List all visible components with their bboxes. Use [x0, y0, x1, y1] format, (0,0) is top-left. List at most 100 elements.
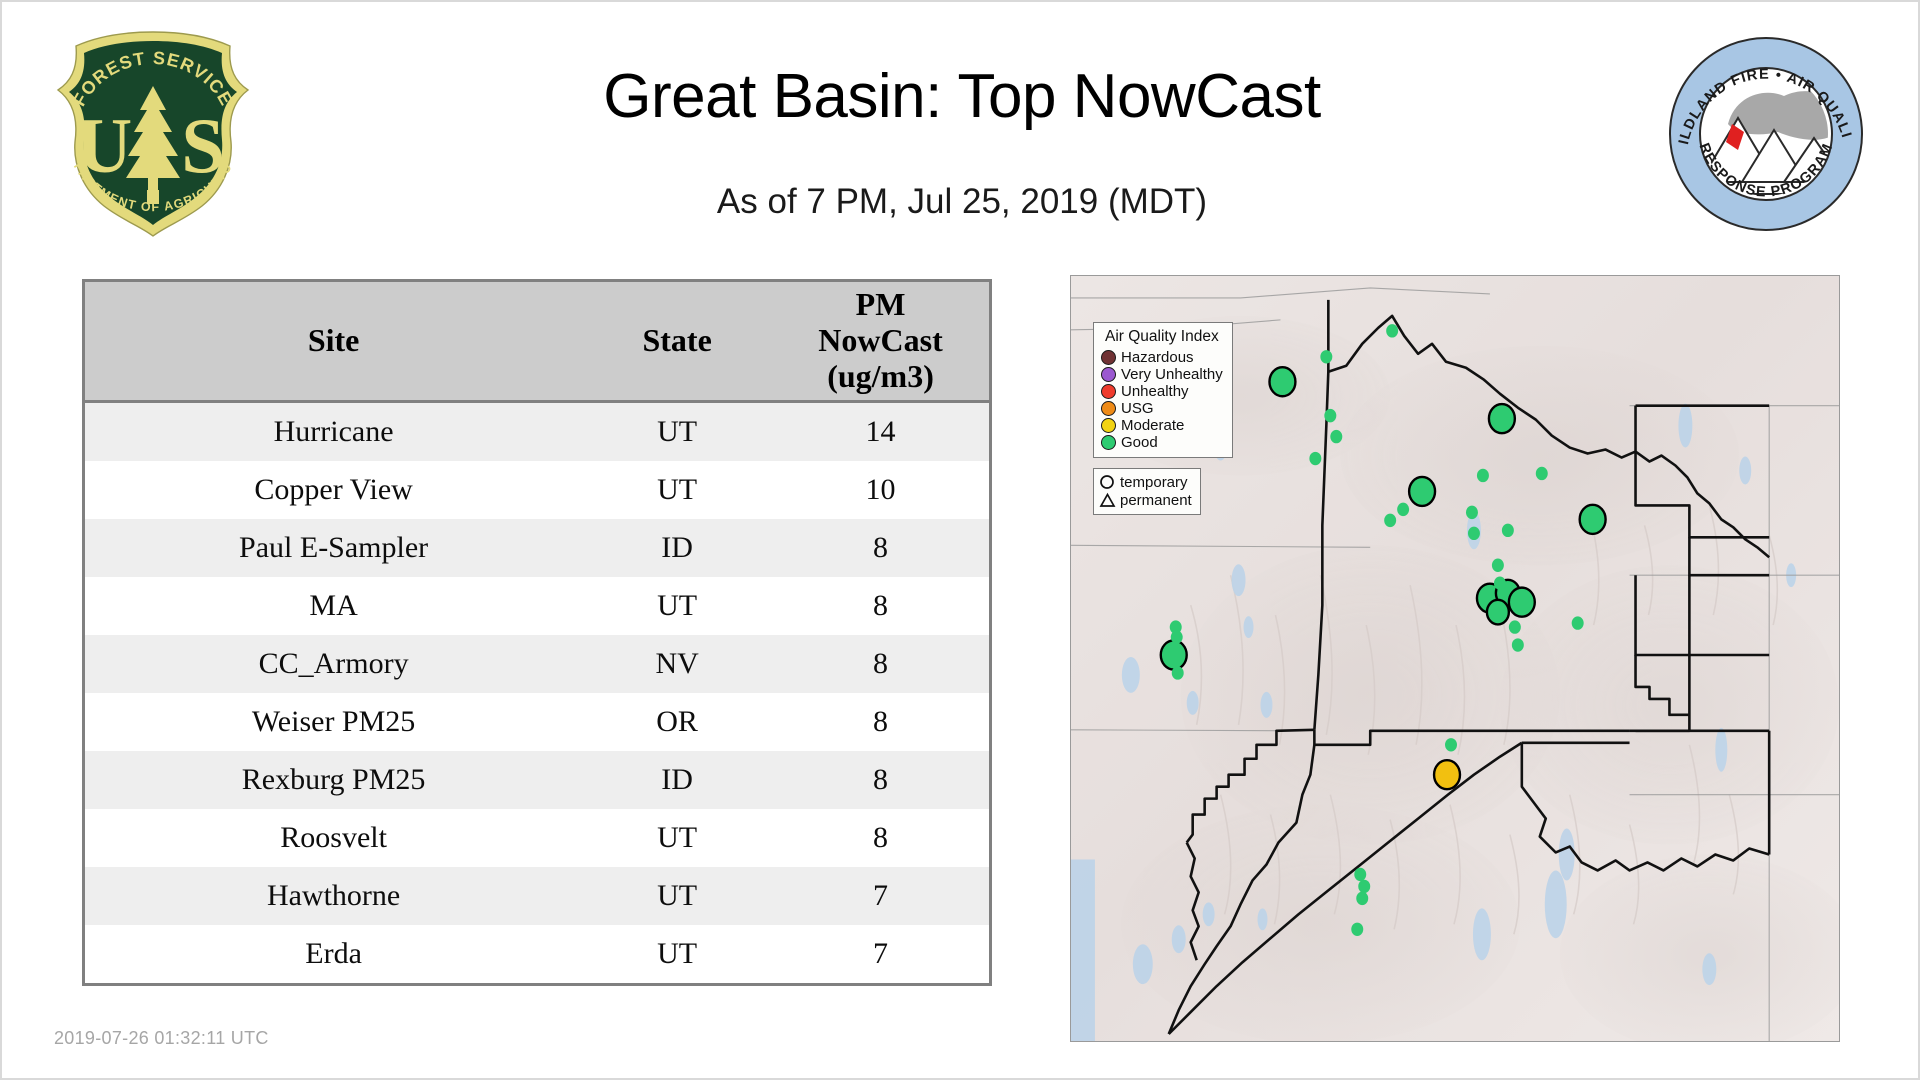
svg-text:U: U — [76, 102, 132, 189]
site-cell: Hurricane — [273, 415, 394, 448]
map-monitor-marker[interactable] — [1535, 466, 1548, 481]
column-header-pm-nowcast: PM NowCast (ug/m3) — [772, 282, 989, 403]
symbol-legend-label-permanent: permanent — [1120, 491, 1192, 509]
map-monitor-marker[interactable] — [1501, 523, 1514, 538]
pm-nowcast-cell: 8 — [873, 821, 889, 854]
aqi-legend: Air Quality Index Hazardous Very Unhealth… — [1093, 322, 1233, 458]
table-row: Rexburg PM25 ID 8 — [85, 751, 989, 809]
symbol-legend-row-temporary: temporary — [1099, 473, 1192, 491]
aqi-legend-swatch-icon — [1101, 400, 1116, 416]
monitor-map[interactable]: Air Quality Index Hazardous Very Unhealth… — [1070, 275, 1840, 1042]
map-monitor-marker[interactable] — [1465, 505, 1478, 520]
aqi-legend-row: Unhealthy — [1101, 383, 1223, 400]
pm-nowcast-cell: 7 — [873, 879, 889, 912]
table-row: Paul E-Sampler ID 8 — [85, 519, 989, 577]
map-monitor-marker[interactable] — [1384, 513, 1397, 528]
site-cell: Roosvelt — [280, 821, 387, 854]
state-cell: UT — [657, 589, 698, 622]
map-monitor-marker[interactable] — [1467, 526, 1480, 541]
aqi-legend-swatch-icon — [1101, 349, 1116, 365]
column-header-pm-line3: (ug/m3) — [827, 357, 934, 394]
aqi-legend-title: Air Quality Index — [1105, 328, 1219, 345]
table-row: CC_Armory NV 8 — [85, 635, 989, 693]
map-monitor-marker[interactable] — [1487, 402, 1517, 435]
site-cell: CC_Armory — [258, 647, 409, 680]
map-monitor-marker[interactable] — [1578, 503, 1607, 536]
aqi-legend-swatch-icon — [1101, 366, 1116, 382]
site-cell: MA — [309, 589, 358, 622]
table-row: Weiser PM25 OR 8 — [85, 693, 989, 751]
aqi-legend-label: Unhealthy — [1121, 382, 1189, 400]
pm-nowcast-cell: 8 — [873, 589, 889, 622]
map-monitor-marker[interactable] — [1268, 366, 1297, 398]
map-monitor-marker[interactable] — [1476, 468, 1489, 483]
map-monitor-marker[interactable] — [1324, 408, 1337, 423]
pm-nowcast-cell: 8 — [873, 763, 889, 796]
column-header-state: State — [582, 282, 773, 403]
fire-accent — [1726, 124, 1744, 150]
forest-service-logo: FOREST SERVICE U S DEPARTMENT OF AGRICUL… — [48, 24, 258, 239]
nowcast-table-container: Site State PM NowCast (ug/m3) Hurricane U… — [82, 279, 992, 986]
map-monitor-marker[interactable] — [1445, 738, 1457, 752]
pm-nowcast-cell: 7 — [873, 937, 889, 970]
map-monitor-marker[interactable] — [1356, 891, 1369, 906]
smoke-plume — [1728, 91, 1828, 140]
state-cell: UT — [657, 937, 698, 970]
table-header-row: Site State PM NowCast (ug/m3) — [85, 282, 989, 403]
map-monitor-marker[interactable] — [1397, 502, 1410, 517]
map-monitor-marker[interactable] — [1507, 586, 1536, 618]
aqi-legend-label: Hazardous — [1121, 348, 1194, 366]
map-monitor-marker[interactable] — [1508, 620, 1521, 634]
map-monitor-marker[interactable] — [1491, 558, 1504, 572]
map-monitor-marker[interactable] — [1354, 867, 1367, 882]
page-subtitle: As of 7 PM, Jul 25, 2019 (MDT) — [716, 182, 1208, 221]
map-monitor-marker[interactable] — [1485, 598, 1511, 626]
table-header: Site State PM NowCast (ug/m3) — [85, 282, 989, 403]
state-cell: ID — [661, 531, 693, 564]
aqi-legend-row: USG — [1101, 400, 1223, 417]
state-cell: UT — [657, 473, 698, 506]
aqi-legend-label: USG — [1121, 399, 1154, 417]
state-cell: UT — [657, 415, 698, 448]
map-monitor-marker[interactable] — [1159, 639, 1188, 671]
map-monitor-marker[interactable] — [1330, 429, 1343, 444]
pm-nowcast-cell: 8 — [873, 705, 889, 738]
map-monitor-marker[interactable] — [1432, 758, 1462, 791]
aqi-legend-swatch-icon — [1101, 417, 1116, 433]
symbol-legend-row-permanent: permanent — [1099, 491, 1192, 509]
map-monitor-marker[interactable] — [1320, 350, 1333, 364]
map-monitor-marker[interactable] — [1309, 451, 1322, 466]
symbol-legend-label-temporary: temporary — [1120, 473, 1188, 491]
svg-text:S: S — [181, 102, 224, 189]
aqi-legend-row: Very Unhealthy — [1101, 366, 1223, 383]
aqi-legend-label: Moderate — [1121, 416, 1185, 434]
marker-layer — [1159, 324, 1607, 936]
site-cell: Paul E-Sampler — [239, 531, 429, 564]
map-monitor-marker[interactable] — [1358, 879, 1371, 894]
aqi-legend-label: Good — [1121, 433, 1158, 451]
footer-timestamp: 2019-07-26 01:32:11 UTC — [54, 1028, 269, 1048]
column-header-pm-line1: PM — [855, 286, 906, 323]
map-monitor-marker[interactable] — [1386, 324, 1399, 338]
map-monitor-marker[interactable] — [1407, 475, 1437, 508]
site-cell: Copper View — [254, 473, 413, 506]
pm-nowcast-cell: 10 — [865, 473, 896, 506]
wfaqrp-logo: WILDLAND FIRE • AIR QUALITY RESPONSE PRO… — [1666, 32, 1866, 237]
map-monitor-marker[interactable] — [1511, 638, 1524, 652]
map-canvas — [1071, 276, 1839, 1041]
aqi-legend-label: Very Unhealthy — [1121, 365, 1223, 383]
table-row: MA UT 8 — [85, 577, 989, 635]
state-cell: UT — [657, 821, 698, 854]
map-monitor-marker[interactable] — [1169, 620, 1182, 634]
state-cell: UT — [657, 879, 698, 912]
nowcast-table: Site State PM NowCast (ug/m3) Hurricane U… — [85, 282, 989, 983]
table-body: Hurricane UT 14 Copper View UT 10 Paul E-Sampl… — [85, 401, 989, 983]
map-monitor-marker[interactable] — [1171, 666, 1184, 680]
symbol-legend: temporary permanent — [1093, 468, 1201, 515]
aqi-legend-row: Good — [1101, 434, 1223, 451]
map-monitor-marker[interactable] — [1571, 616, 1584, 630]
map-monitor-marker[interactable] — [1170, 630, 1183, 644]
map-monitor-marker[interactable] — [1493, 576, 1506, 590]
map-monitor-marker[interactable] — [1351, 922, 1364, 936]
